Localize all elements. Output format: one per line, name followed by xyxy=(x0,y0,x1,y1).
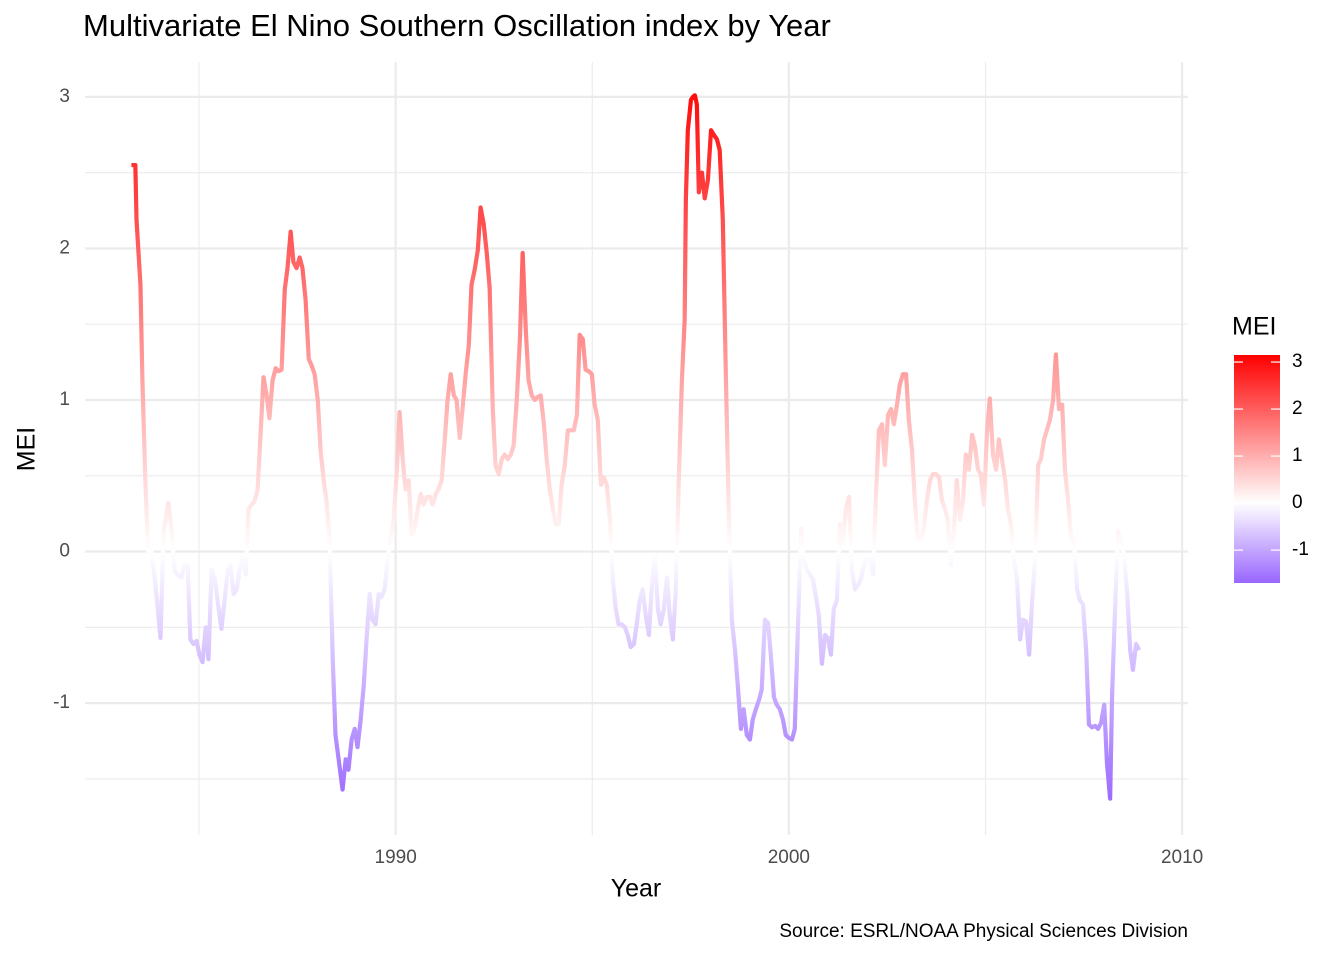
x-axis-label: Year xyxy=(611,875,662,903)
colorbar xyxy=(1234,355,1280,583)
legend-tick-label: 2 xyxy=(1292,398,1303,419)
x-tick-label: 1990 xyxy=(375,847,417,868)
mei-line xyxy=(131,93,1142,801)
x-tick-label: 2010 xyxy=(1161,847,1203,868)
y-tick-label: 3 xyxy=(59,86,70,107)
legend-title: MEI xyxy=(1232,313,1276,341)
y-tick-label: 2 xyxy=(59,237,70,258)
legend-tick-label: 3 xyxy=(1292,351,1303,372)
y-tick-label: 0 xyxy=(59,541,70,562)
legend-tick-label: 1 xyxy=(1292,445,1303,466)
y-tick-label: -1 xyxy=(53,692,70,713)
caption: Source: ESRL/NOAA Physical Sciences Divi… xyxy=(779,921,1188,942)
legend-tick-label: 0 xyxy=(1292,492,1303,513)
y-axis-label: MEI xyxy=(13,427,41,471)
chart-title: Multivariate El Nino Southern Oscillatio… xyxy=(83,8,831,43)
legend-tick-label: -1 xyxy=(1292,539,1309,560)
y-tick-label: 1 xyxy=(59,389,70,410)
x-tick-label: 2000 xyxy=(768,847,810,868)
